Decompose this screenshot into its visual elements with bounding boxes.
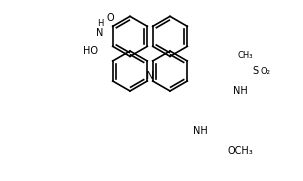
Text: S: S bbox=[252, 66, 258, 76]
Text: OCH₃: OCH₃ bbox=[227, 146, 253, 156]
Text: O₂: O₂ bbox=[260, 66, 270, 75]
Text: N: N bbox=[96, 28, 104, 38]
Text: N: N bbox=[146, 71, 154, 81]
Text: NH: NH bbox=[193, 126, 207, 136]
Text: NH: NH bbox=[233, 86, 247, 96]
Text: CH₃: CH₃ bbox=[237, 52, 253, 60]
Text: H: H bbox=[97, 18, 103, 28]
Text: HO: HO bbox=[82, 46, 98, 56]
Text: O: O bbox=[106, 13, 114, 23]
